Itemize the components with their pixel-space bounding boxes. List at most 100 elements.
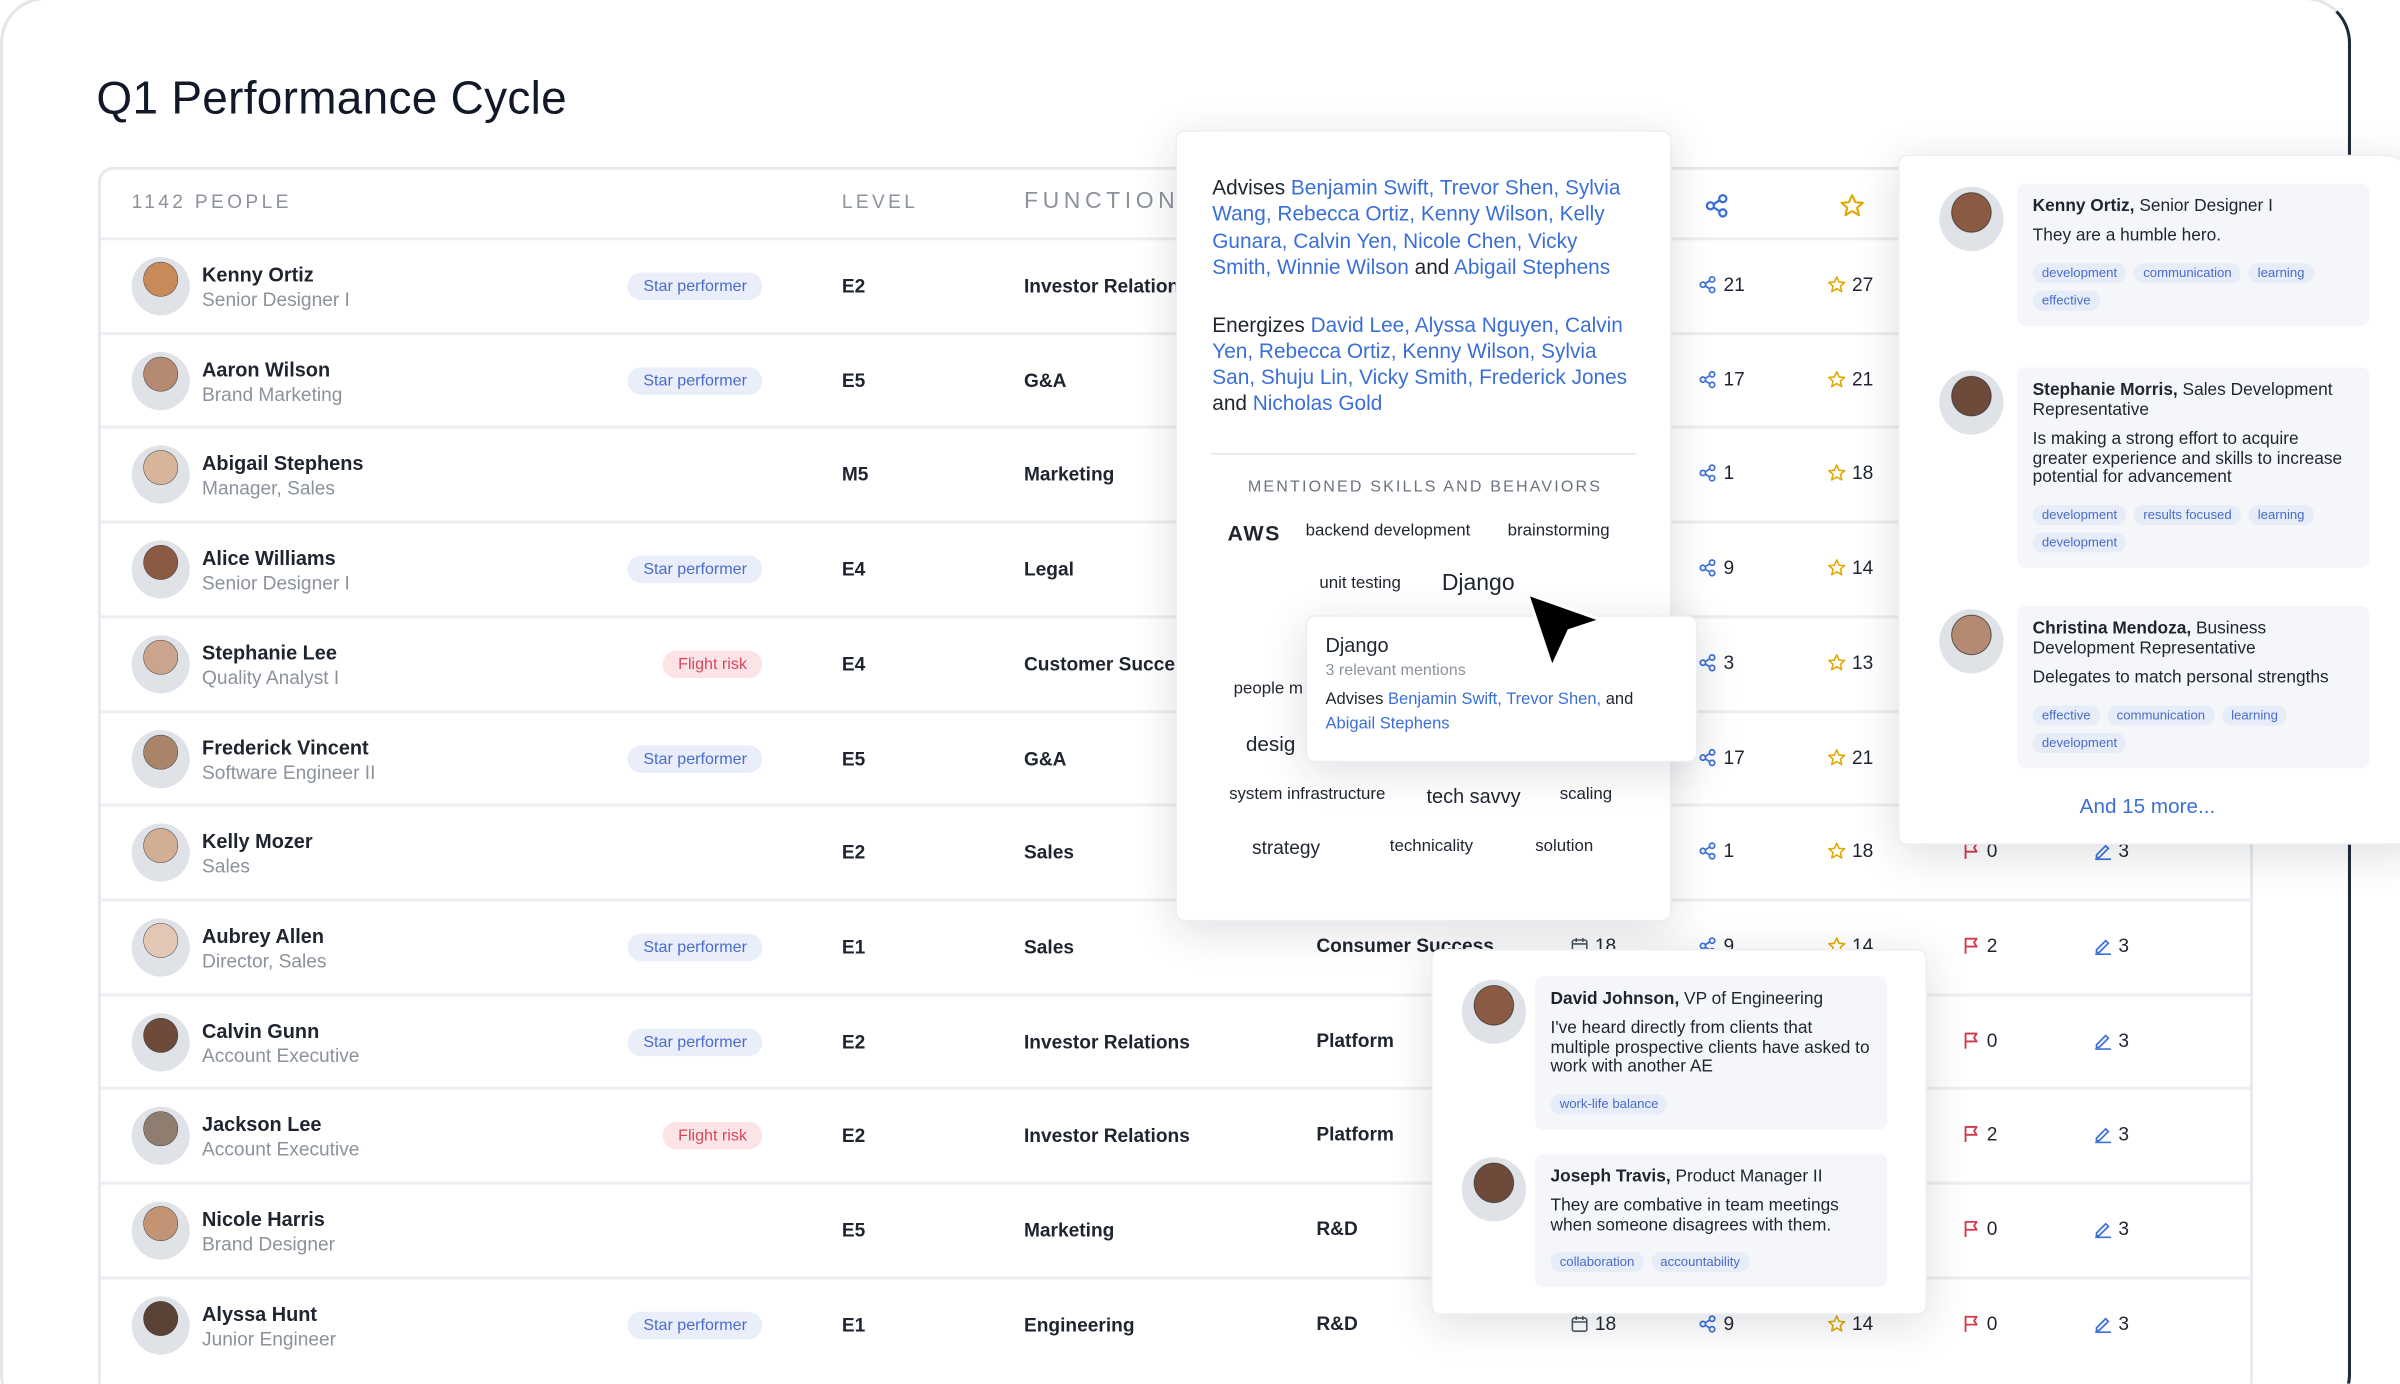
tag: accountability (1651, 1252, 1750, 1272)
stars-count: 21 (1852, 746, 1874, 768)
person-link: Shuju Lin, (1260, 365, 1354, 389)
feedback-text: Is making a strong effort to acquire gre… (2032, 430, 2343, 487)
table-row: Nicole Harris Brand Designer E5 Marketing R&… (101, 1181, 2250, 1276)
table-row: Abigail Stephens Manager, Sales M5 Marketin… (101, 426, 2250, 520)
reviewer-name: Christina Mendoza, (2032, 619, 2192, 639)
avatar (131, 1295, 190, 1355)
status-badge: Star performer (628, 366, 763, 395)
column-header: FUNCTION (1023, 188, 1180, 215)
tag-list: work-life balance (1550, 1087, 1872, 1115)
status-badge: Star performer (628, 1311, 763, 1339)
stars-cell: 14 (1828, 1313, 1873, 1334)
flags-count: 2 (1986, 935, 1998, 957)
feedback-card: David Johnson, VP of Engineering I've hea… (1535, 976, 1888, 1129)
star-icon (1828, 370, 1846, 387)
edit-icon (2095, 1317, 2111, 1333)
skill-word: brainstorming (1507, 521, 1610, 541)
tag: development (2032, 504, 2127, 525)
avatar (131, 446, 190, 505)
tag: development (2032, 531, 2127, 552)
status-badge: Star performer (628, 933, 763, 962)
share-icon (1699, 842, 1716, 861)
tooltip-text: Advises Benjamin Swift, Trevor Shen, and… (1326, 687, 1678, 736)
shares-cell: 21 (1699, 274, 1745, 295)
flag-icon (1964, 1032, 1978, 1049)
person-link: Kenny Wilson, (1420, 202, 1554, 226)
edits-count: 3 (2118, 840, 2130, 863)
level: E2 (841, 275, 866, 297)
avatar (131, 918, 190, 977)
avatar (131, 729, 190, 788)
tag-list: development communication learning effectiv… (2032, 256, 2354, 311)
flag-icon (1964, 937, 1978, 954)
shares-count: 1 (1723, 462, 1735, 485)
flags-cell: 0 (1962, 1313, 1997, 1334)
tag: learning (2248, 504, 2314, 525)
flags-count: 0 (1986, 1218, 1998, 1240)
reviewer-title: Product Manager II (1675, 1167, 1823, 1187)
person-name: Aaron Wilson (202, 357, 331, 381)
days-cell: 18 (1570, 1313, 1616, 1334)
relation-verb: Advises (1325, 690, 1384, 709)
level: M5 (841, 464, 869, 486)
skill-tooltip: Django 3 relevant mentions Advises Benjami… (1305, 615, 1698, 763)
feedback-card: Joseph Travis, Product Manager II They ar… (1535, 1154, 1888, 1288)
flags-cell: 2 (1962, 935, 1997, 956)
edit-icon (2095, 939, 2111, 955)
table-row: Kelly Mozer Sales E2 Sales 1 18 0 3 (101, 803, 2250, 898)
skill-word: Django (1441, 570, 1515, 597)
reviewer: Christina Mendoza, Business Development … (2033, 620, 2354, 660)
mouse-cursor (1526, 592, 1603, 669)
days-count: 18 (1594, 1312, 1617, 1335)
edits-count: 3 (2118, 1029, 2130, 1051)
stars-cell: 18 (1828, 463, 1873, 484)
tooltip-subtitle: 3 relevant mentions (1325, 661, 1466, 680)
shares-count: 1 (1723, 840, 1735, 863)
department: Platform (1316, 1029, 1394, 1051)
edits-cell: 3 (2094, 841, 2129, 862)
person-link: Calvin Yen, (1212, 313, 1623, 363)
avatar (131, 1012, 190, 1071)
feedback-text: They are a humble hero. (2032, 226, 2222, 245)
level: E1 (841, 1314, 866, 1336)
person-link: Rebecca Ortiz, (1277, 202, 1416, 226)
edit-icon (2095, 844, 2111, 861)
person-link: Sylvia San, (1212, 339, 1597, 389)
avatar (131, 257, 190, 316)
flag-icon (1964, 1220, 1978, 1237)
person-link: Calvin Yen, (1293, 228, 1398, 252)
person-link: Abigail Stephens (1453, 255, 1611, 279)
shares-cell: 1 (1699, 463, 1734, 484)
star-icon (1828, 653, 1846, 671)
skill-word: backend development (1305, 521, 1471, 541)
reviewer: David Johnson, VP of Engineering (1551, 990, 1872, 1010)
reviewer-name: Joseph Travis, (1550, 1167, 1671, 1187)
person-name: Calvin Gunn (202, 1018, 320, 1042)
edit-icon (2095, 1128, 2111, 1144)
person-link: Kelly Gunara, (1212, 202, 1605, 252)
person-link: Sylvia Wang, (1212, 176, 1621, 226)
shares-cell: 3 (1699, 652, 1734, 673)
function: G&A (1023, 747, 1067, 770)
function: Sales (1023, 842, 1074, 864)
tag: results focused (2134, 504, 2241, 525)
table-row: Alice Williams Senior Designer I Star perf… (101, 520, 2250, 615)
flag-icon (1964, 1315, 1978, 1332)
column-header: 1142 PEOPLE (131, 191, 292, 213)
skill-word: solution (1535, 837, 1594, 856)
person-link: Vicky Smith, (1212, 228, 1578, 279)
status-badge: Star performer (628, 555, 763, 584)
star-column-header (1840, 191, 1865, 228)
person-name: Abigail Stephens (202, 452, 364, 476)
person-link: Vicky Smith, (1359, 365, 1474, 389)
stars-cell: 21 (1828, 368, 1873, 390)
level: E5 (841, 369, 866, 392)
flag-icon (1964, 843, 1978, 860)
person-role: Account Executive (202, 1044, 360, 1067)
tag: development (2032, 732, 2127, 753)
reviewer-name: David Johnson, (1550, 990, 1680, 1009)
reviewer-name: Kenny Ortiz, (2032, 197, 2135, 216)
person-link: Benjamin Swift, (1290, 176, 1435, 199)
star-icon (1840, 194, 1864, 217)
